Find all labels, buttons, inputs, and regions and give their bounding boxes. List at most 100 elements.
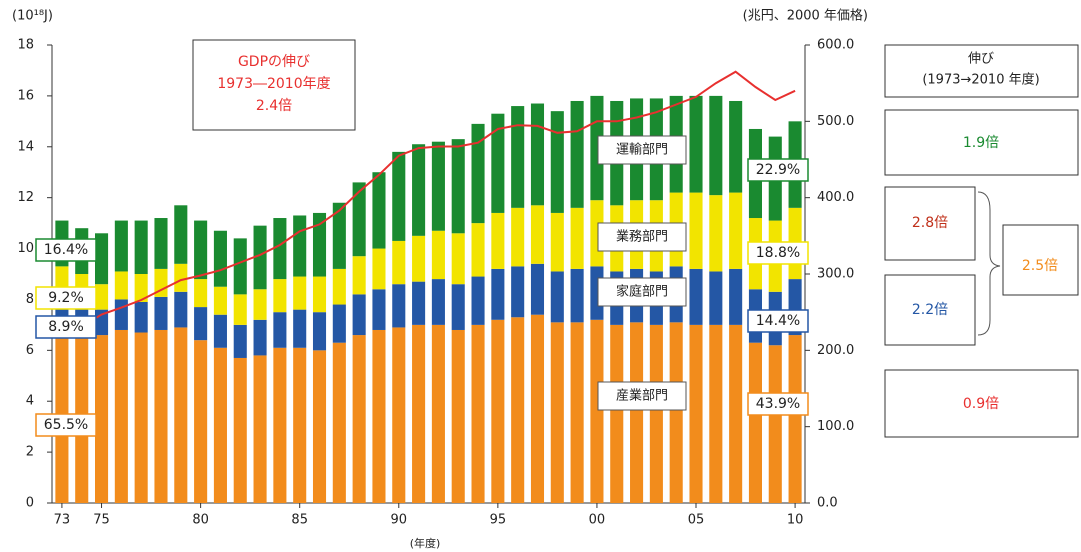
- bar-segment: [194, 340, 208, 503]
- bar-segment: [669, 322, 683, 503]
- series-label-box: [597, 381, 687, 411]
- y-tick-label: 0: [26, 496, 34, 511]
- bar-segment: [570, 268, 584, 323]
- y2-tick-label: 300.0: [817, 267, 854, 282]
- bar-segment: [451, 233, 465, 285]
- y2-tick-label: 600.0: [817, 38, 854, 53]
- bar-segment: [392, 284, 406, 328]
- x-tick-label: 85: [291, 513, 308, 528]
- bar-segment: [293, 215, 307, 277]
- bar-segment: [332, 342, 346, 503]
- bar-segment: [788, 335, 802, 503]
- bar-segment: [372, 329, 386, 503]
- bar-segment: [273, 347, 287, 503]
- y2-tick-label: 100.0: [817, 419, 854, 434]
- series-label-box: [597, 135, 687, 165]
- bar-segment: [154, 296, 168, 330]
- bar-segment: [312, 312, 327, 351]
- share-label: 9.2%: [48, 290, 84, 306]
- bar-segment: [154, 268, 168, 297]
- bar-segment: [550, 212, 564, 272]
- y-tick-label: 8: [26, 292, 34, 307]
- bar-segment: [154, 329, 168, 503]
- bar-segment: [689, 268, 703, 325]
- panel-box: [884, 109, 1079, 176]
- share-label: 14.4%: [756, 313, 800, 329]
- bar-segment: [213, 314, 227, 348]
- bar-segment: [412, 281, 426, 325]
- share-box: [747, 309, 809, 333]
- panel-value: 1.9倍: [963, 135, 999, 151]
- panel-value: 2.8倍: [912, 215, 948, 231]
- bar-segment: [273, 218, 287, 280]
- bar-segment: [471, 276, 485, 325]
- bar-segment: [431, 141, 445, 231]
- bar-segment: [689, 192, 703, 269]
- y-tick-label: 12: [17, 190, 34, 205]
- series-label: 業務部門: [616, 229, 668, 245]
- bar-segment: [511, 106, 525, 208]
- bar-segment: [253, 289, 267, 320]
- bar-segment: [392, 151, 406, 241]
- bar-segment: [174, 327, 188, 503]
- x-tick-label: 75: [93, 513, 110, 528]
- y-tick-label: 6: [26, 343, 34, 358]
- bar-segment: [412, 144, 426, 236]
- bar-segment: [253, 355, 267, 503]
- bar-segment: [491, 113, 505, 213]
- bar-segment: [768, 345, 782, 503]
- x-tick-label: 80: [192, 513, 209, 528]
- bar-segment: [194, 220, 208, 280]
- bar-segment: [213, 230, 227, 287]
- bar-segment: [194, 307, 208, 341]
- bar-segment: [550, 111, 564, 213]
- bar-segment: [213, 286, 227, 315]
- bar-segment: [174, 205, 188, 264]
- bar-segment: [154, 218, 168, 269]
- bar-segment: [174, 263, 188, 292]
- share-label: 8.9%: [48, 319, 84, 335]
- gdp-line: [61, 70, 796, 328]
- bar-segment: [491, 268, 505, 320]
- share-label: 43.9%: [756, 396, 800, 412]
- panel-box: [884, 274, 976, 346]
- brace: [977, 191, 1001, 336]
- bar-segment: [709, 95, 723, 196]
- bar-segment: [610, 324, 624, 503]
- share-label: 18.8%: [756, 245, 800, 261]
- bar-segment: [233, 357, 247, 503]
- panel-header: 伸び: [968, 52, 994, 67]
- bar-segment: [511, 207, 525, 267]
- panel-box: [884, 369, 1079, 438]
- bar-segment: [570, 100, 584, 208]
- bar-segment: [273, 312, 287, 348]
- panel-header: (1973→2010 年度): [922, 72, 1039, 88]
- y-tick-label: 18: [17, 38, 34, 53]
- series-label: 家庭部門: [616, 284, 668, 300]
- bar-segment: [392, 240, 406, 285]
- bar-segment: [451, 329, 465, 503]
- gdp-note-box: [192, 39, 356, 131]
- bar-segment: [332, 202, 346, 269]
- bar-segment: [471, 324, 485, 503]
- bar-segment: [114, 299, 128, 330]
- y2-axis-label: (兆円、2000 年価格): [743, 8, 868, 24]
- y-tick-label: 4: [26, 394, 34, 409]
- bar-segment: [174, 291, 188, 328]
- gdp-note: 2.4倍: [256, 98, 292, 114]
- bar-segment: [352, 256, 366, 295]
- bar-segment: [312, 350, 327, 503]
- bar-segment: [372, 289, 386, 330]
- bar-segment: [530, 103, 545, 206]
- bar-segment: [233, 238, 247, 295]
- bar-segment: [253, 319, 267, 356]
- share-label: 16.4%: [44, 242, 88, 258]
- bar-segment: [709, 271, 723, 325]
- y2-tick-label: 400.0: [817, 190, 854, 205]
- bar-segment: [689, 324, 703, 503]
- bar-segment: [511, 266, 525, 318]
- bar-segment: [729, 324, 743, 503]
- x-tick-label: 95: [490, 513, 507, 528]
- bar-segment: [570, 322, 584, 503]
